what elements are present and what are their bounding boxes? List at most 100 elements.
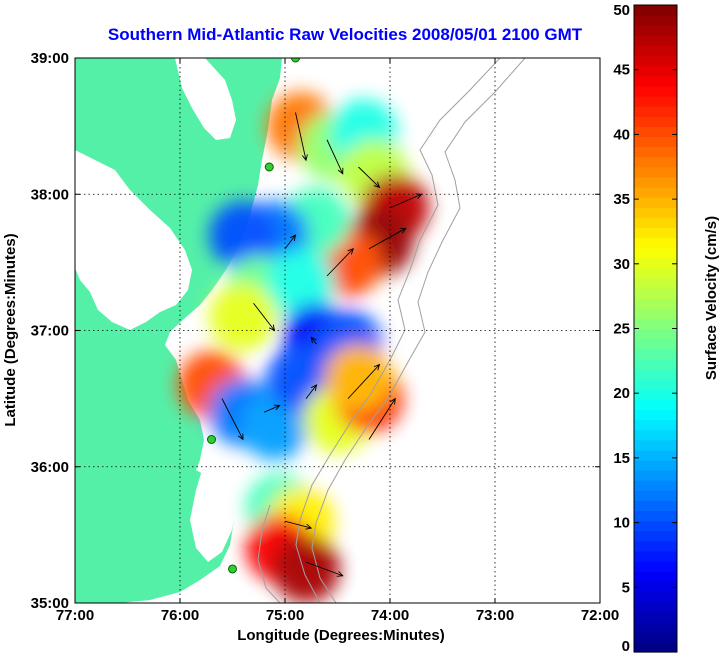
velocity-arrow	[326, 139, 344, 175]
velocity-arrow	[326, 248, 354, 277]
colorbar-step	[634, 288, 677, 299]
x-axis: 77:00 76:00 75:00 74:00 73:00 72:00	[56, 58, 619, 624]
colorbar-step	[634, 470, 677, 481]
velocity-arrow	[358, 166, 381, 189]
colorbar-tick-label: 35	[613, 191, 630, 208]
colorbar-step	[634, 368, 677, 380]
colorbar-step	[634, 490, 677, 501]
colorbar-step	[634, 631, 677, 643]
colorbar-step	[634, 621, 677, 633]
colorbar-step	[634, 641, 677, 653]
y-tick-label: 38:00	[31, 186, 69, 203]
y-tick-label: 39:00	[31, 50, 69, 67]
colorbar-step	[634, 500, 677, 512]
y-axis-label: Latitude (Degrees:Minutes)	[2, 233, 19, 426]
colorbar-step	[634, 379, 677, 390]
colorbar-step	[634, 591, 677, 603]
colorbar-tick-label: 0	[622, 638, 630, 655]
colorbar-label: Surface Velocity (cm/s)	[703, 216, 720, 380]
colorbar-step	[634, 611, 677, 623]
x-tick-label: 72:00	[581, 607, 619, 624]
x-axis-label: Longitude (Degrees:Minutes)	[237, 627, 445, 644]
colorbar-step	[634, 217, 677, 229]
colorbar-step	[634, 267, 677, 279]
colorbar-step	[634, 247, 677, 259]
colorbar-step	[634, 328, 677, 340]
colorbar-step	[634, 186, 677, 198]
colorbar-step	[634, 308, 677, 319]
colorbar-step	[634, 146, 677, 158]
colorbar-step	[634, 540, 677, 552]
colorbar-step	[634, 45, 677, 57]
colorbar-step	[634, 156, 677, 168]
colorbar-step	[634, 257, 677, 269]
colorbar-step	[634, 459, 677, 471]
x-tick-label: 73:00	[476, 607, 514, 624]
colorbar-tick-label: 5	[622, 579, 630, 596]
colorbar-step	[634, 277, 677, 289]
colorbar-step	[634, 298, 677, 309]
contour-line	[295, 58, 501, 603]
contour-line	[257, 504, 281, 603]
colorbar-step	[634, 197, 677, 208]
colorbar-step	[634, 358, 677, 370]
radar-station-marker	[207, 435, 216, 444]
colorbar-step	[634, 399, 677, 410]
colorbar-step	[634, 136, 677, 148]
velocity-cell	[266, 248, 335, 317]
x-tick-label: 76:00	[161, 607, 199, 624]
chart-title: Southern Mid-Atlantic Raw Velocities 200…	[108, 25, 583, 44]
colorbar-step	[634, 449, 677, 461]
colorbar-step	[634, 318, 677, 330]
colorbar-step	[634, 530, 677, 542]
velocity-field	[177, 92, 430, 603]
velocity-arrow	[305, 561, 344, 577]
velocity-arrow	[305, 384, 318, 399]
colorbar-tick-label: 30	[613, 256, 630, 273]
bathymetry-contours	[257, 58, 526, 603]
velocity-arrow	[368, 397, 396, 440]
colorbar-step	[634, 389, 677, 400]
contour-line	[311, 58, 526, 603]
colorbar-step	[634, 338, 677, 350]
colorbar-step	[634, 55, 677, 67]
colorbar-step	[634, 601, 677, 613]
colorbar-step	[634, 409, 677, 421]
colorbar-step	[634, 348, 677, 360]
colorbar-step	[634, 550, 677, 562]
colorbar-step	[634, 480, 677, 491]
x-tick-label: 74:00	[371, 607, 409, 624]
colorbar-step	[634, 561, 677, 572]
colorbar: 0 5 10 15 20 25 30 35 40 45 50 Surface Velocity (c…	[613, 2, 720, 655]
plot-area	[74, 57, 601, 604]
colorbar-step	[634, 429, 677, 441]
y-axis: 35:00 36:00 37:00 38:00 39:00	[31, 50, 600, 612]
colorbar-step	[634, 176, 677, 188]
colorbar-step	[634, 126, 677, 138]
velocity-cell	[324, 344, 393, 413]
colorbar-step	[634, 520, 677, 532]
colorbar-step	[634, 227, 677, 239]
velocity-arrow	[310, 336, 317, 345]
colorbar-step	[634, 237, 677, 249]
radar-station-marker	[291, 58, 300, 63]
velocity-arrow	[284, 234, 297, 250]
colorbar-step	[634, 106, 677, 117]
velocity-arrow	[284, 520, 313, 530]
delaware-bay	[175, 58, 236, 140]
colorbar-step	[634, 510, 677, 522]
y-tick-label: 36:00	[31, 459, 69, 476]
colorbar-step	[634, 571, 677, 582]
pamlico-sound	[190, 440, 238, 562]
colorbar-step	[634, 35, 677, 47]
colorbar-step	[634, 5, 677, 16]
colorbar-tick-label: 45	[613, 62, 630, 79]
radar-stations	[207, 58, 300, 574]
colorbar-step	[634, 85, 677, 97]
colorbar-step	[634, 581, 677, 592]
velocity-arrow	[368, 227, 407, 250]
velocity-arrow	[295, 112, 308, 162]
chesapeake-bay	[75, 150, 192, 330]
radar-station-marker	[228, 564, 237, 574]
